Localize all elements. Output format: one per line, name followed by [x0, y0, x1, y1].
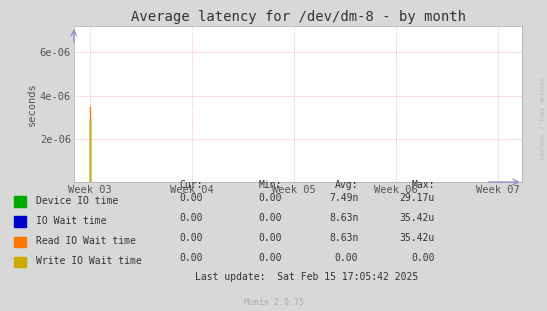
Text: Min:: Min:: [258, 180, 282, 190]
Y-axis label: seconds: seconds: [27, 82, 37, 126]
Title: Average latency for /dev/dm-8 - by month: Average latency for /dev/dm-8 - by month: [131, 10, 465, 24]
Text: 0.00: 0.00: [179, 193, 202, 202]
Text: Last update:  Sat Feb 15 17:05:42 2025: Last update: Sat Feb 15 17:05:42 2025: [195, 272, 418, 282]
Text: IO Wait time: IO Wait time: [36, 216, 106, 226]
Text: 0.00: 0.00: [411, 253, 435, 263]
Text: 0.00: 0.00: [179, 253, 202, 263]
Text: 7.49n: 7.49n: [329, 193, 358, 202]
Text: Write IO Wait time: Write IO Wait time: [36, 256, 141, 266]
Text: 0.00: 0.00: [258, 213, 282, 223]
Text: Cur:: Cur:: [179, 180, 202, 190]
Text: 0.00: 0.00: [258, 253, 282, 263]
Text: Max:: Max:: [411, 180, 435, 190]
Text: 8.63n: 8.63n: [329, 233, 358, 243]
Text: Device IO time: Device IO time: [36, 196, 118, 206]
Text: 0.00: 0.00: [258, 193, 282, 202]
Text: 0.00: 0.00: [258, 233, 282, 243]
Text: 0.00: 0.00: [179, 233, 202, 243]
Text: Avg:: Avg:: [335, 180, 358, 190]
Text: Read IO Wait time: Read IO Wait time: [36, 236, 136, 246]
Text: 29.17u: 29.17u: [400, 193, 435, 202]
Text: 35.42u: 35.42u: [400, 213, 435, 223]
Text: Munin 2.0.75: Munin 2.0.75: [243, 298, 304, 307]
Text: 35.42u: 35.42u: [400, 233, 435, 243]
Text: RRDTOOL / TOBI OETIKER: RRDTOOL / TOBI OETIKER: [540, 77, 546, 160]
Text: 8.63n: 8.63n: [329, 213, 358, 223]
Text: 0.00: 0.00: [335, 253, 358, 263]
Text: 0.00: 0.00: [179, 213, 202, 223]
